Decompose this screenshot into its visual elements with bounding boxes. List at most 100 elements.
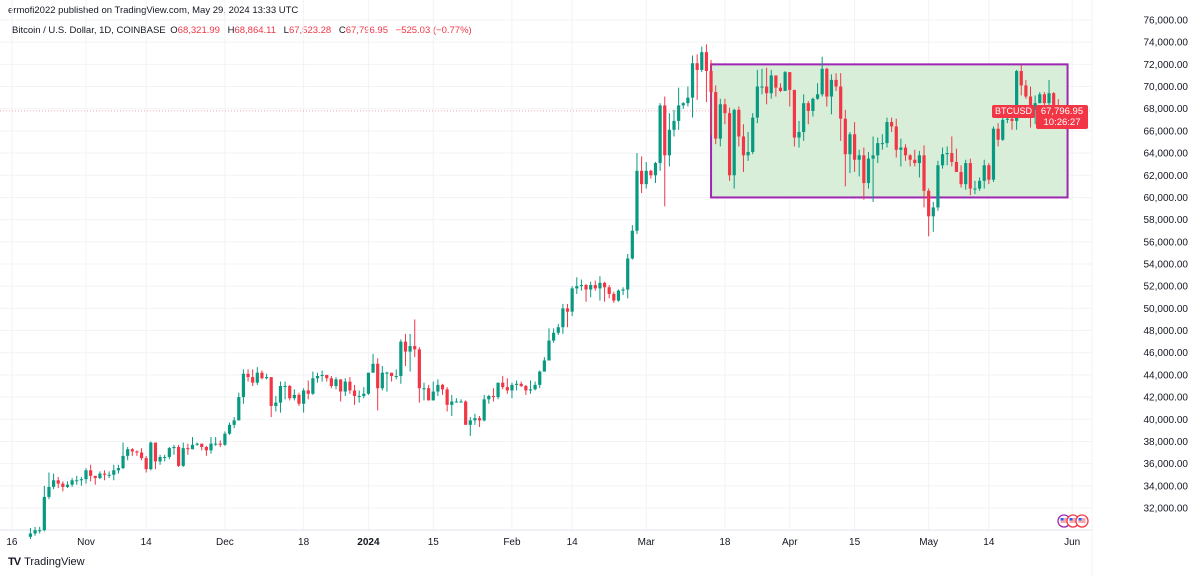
candle	[264, 373, 269, 380]
candle-body	[1005, 118, 1009, 120]
candle	[903, 144, 908, 161]
candle-body	[732, 109, 736, 176]
candle	[450, 394, 454, 416]
candle	[667, 113, 671, 167]
candle	[959, 165, 963, 188]
candle-body	[135, 451, 139, 453]
candle	[945, 146, 949, 166]
brand-name: TradingView	[24, 556, 85, 568]
candle-body	[1001, 119, 1005, 140]
candle	[172, 444, 176, 455]
time-tick-label: Dec	[216, 537, 234, 548]
candle	[922, 145, 926, 208]
candle	[79, 476, 83, 486]
last-price-badge: 67,796.95 10:26:27	[1036, 105, 1088, 129]
time-tick-label: Feb	[503, 537, 521, 548]
candle-body	[621, 289, 625, 291]
candle-body	[769, 75, 773, 94]
candle	[950, 136, 954, 167]
candle-body	[612, 293, 616, 301]
candle	[663, 96, 667, 207]
candle-body	[561, 308, 565, 328]
candle-body	[218, 443, 222, 445]
candle-body	[297, 394, 301, 404]
candle-body	[149, 442, 153, 470]
open-value: 68,321.99	[177, 25, 220, 36]
candle-body	[815, 94, 820, 99]
candle-body	[880, 143, 884, 145]
candle	[306, 380, 310, 400]
candle	[510, 382, 514, 399]
candle-body	[144, 458, 148, 470]
candle-body	[890, 122, 894, 127]
candle-body	[538, 371, 542, 385]
high-value: 68,864.11	[234, 25, 277, 36]
candle	[38, 526, 42, 534]
candle-body	[357, 395, 361, 397]
candle	[380, 366, 384, 391]
candle	[700, 46, 704, 73]
candle	[561, 303, 565, 334]
candle-body	[320, 374, 324, 377]
candle	[672, 109, 676, 137]
candle	[311, 371, 315, 395]
price-tick-label: 34,000.00	[1144, 481, 1189, 492]
candle-body	[575, 286, 579, 289]
candle-body	[913, 159, 917, 164]
time-tick-label: 2024	[357, 537, 380, 548]
candle-body	[329, 378, 333, 386]
candle	[931, 201, 935, 232]
symbol-price-label: BTCUSD	[992, 105, 1036, 118]
candle	[820, 56, 824, 97]
price-tick-label: 72,000.00	[1144, 60, 1189, 71]
candle-body	[376, 363, 380, 389]
last-price-value: 67,796.95	[1040, 106, 1084, 117]
price-tick-label: 32,000.00	[1144, 504, 1189, 515]
candle	[357, 390, 361, 403]
candle	[167, 447, 171, 460]
candle	[440, 383, 445, 395]
candle-body	[640, 170, 644, 185]
candle-body	[1015, 71, 1019, 121]
candle	[459, 399, 463, 403]
candle	[538, 370, 542, 389]
price-tick-label: 66,000.00	[1144, 126, 1189, 137]
candle-body	[334, 379, 338, 386]
candle	[528, 380, 533, 394]
candle	[894, 118, 898, 158]
candle	[783, 71, 787, 91]
candle	[626, 254, 630, 299]
candle	[246, 369, 250, 382]
candle	[575, 277, 579, 294]
flag-canton	[1060, 518, 1064, 521]
candle-body	[158, 456, 162, 462]
candle	[218, 440, 222, 447]
candle	[422, 382, 426, 401]
candle	[292, 389, 296, 401]
candle-body	[1019, 71, 1023, 86]
candle-body	[718, 104, 722, 139]
candle	[718, 98, 722, 147]
publisher-line: ermofi2022 published on TradingView.com,…	[8, 5, 299, 16]
candle	[237, 392, 241, 421]
candle-body	[116, 468, 121, 471]
candle	[1033, 95, 1037, 125]
candle-body	[797, 132, 801, 138]
candle-body	[695, 63, 699, 70]
candle-body	[214, 443, 218, 445]
us-flag-icon	[1066, 514, 1080, 528]
candle	[737, 106, 741, 147]
candle-body	[33, 530, 37, 534]
candle	[940, 147, 945, 169]
footer-brand[interactable]: TV TradingView	[8, 556, 85, 568]
candle-body	[121, 455, 125, 469]
candle-body	[593, 285, 597, 289]
candle	[556, 323, 560, 335]
candle	[107, 471, 111, 479]
candle-body	[885, 122, 889, 144]
candle-body	[1042, 94, 1047, 104]
candle-body	[422, 388, 426, 390]
candle	[598, 276, 602, 301]
candle	[866, 151, 871, 189]
